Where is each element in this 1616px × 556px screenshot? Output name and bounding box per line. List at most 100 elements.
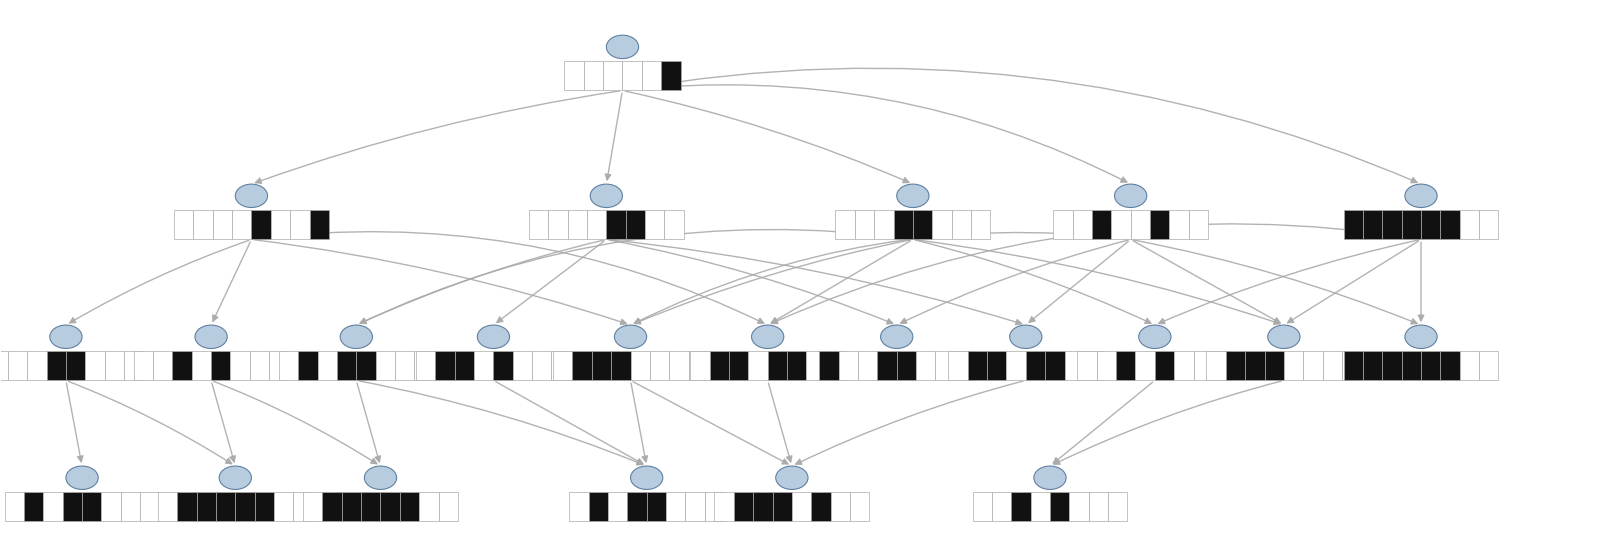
Ellipse shape: [1404, 325, 1437, 349]
Bar: [787, 351, 806, 380]
Bar: [1007, 351, 1026, 380]
FancyArrowPatch shape: [769, 383, 792, 462]
FancyArrowPatch shape: [212, 383, 236, 462]
Bar: [1440, 210, 1459, 240]
Bar: [0, 351, 8, 380]
Bar: [1214, 351, 1233, 380]
FancyArrowPatch shape: [916, 240, 1280, 325]
Bar: [753, 492, 772, 522]
Bar: [650, 351, 669, 380]
Bar: [630, 351, 650, 380]
Bar: [1382, 351, 1401, 380]
FancyArrowPatch shape: [1288, 241, 1419, 323]
Bar: [955, 351, 974, 380]
Ellipse shape: [1010, 325, 1042, 349]
Ellipse shape: [1404, 184, 1437, 207]
Bar: [661, 61, 680, 91]
FancyArrowPatch shape: [254, 232, 764, 323]
Bar: [414, 351, 433, 380]
Bar: [1175, 351, 1194, 380]
Ellipse shape: [1115, 184, 1147, 207]
FancyArrowPatch shape: [68, 381, 231, 464]
Bar: [252, 210, 271, 240]
Bar: [971, 210, 991, 240]
Bar: [553, 351, 572, 380]
Bar: [271, 210, 291, 240]
Bar: [1420, 210, 1440, 240]
Bar: [987, 351, 1007, 380]
Bar: [294, 492, 314, 522]
Bar: [949, 351, 968, 380]
Bar: [1026, 351, 1046, 380]
Bar: [1362, 210, 1382, 240]
Bar: [858, 351, 877, 380]
Bar: [212, 351, 231, 380]
Bar: [24, 492, 44, 522]
FancyArrowPatch shape: [633, 382, 789, 464]
Ellipse shape: [66, 466, 99, 489]
Bar: [1194, 351, 1214, 380]
Bar: [299, 351, 318, 380]
FancyArrowPatch shape: [916, 240, 1151, 324]
Ellipse shape: [630, 466, 663, 489]
Bar: [1382, 210, 1401, 240]
Bar: [729, 351, 748, 380]
Bar: [1117, 351, 1136, 380]
Bar: [645, 210, 664, 240]
Bar: [877, 351, 897, 380]
Bar: [603, 61, 622, 91]
Bar: [121, 492, 141, 522]
Bar: [1136, 351, 1155, 380]
Bar: [1283, 351, 1302, 380]
Bar: [916, 351, 936, 380]
Bar: [1131, 210, 1151, 240]
Bar: [992, 492, 1012, 522]
FancyArrowPatch shape: [1133, 240, 1417, 324]
FancyArrowPatch shape: [635, 240, 910, 324]
Bar: [528, 210, 548, 240]
Bar: [394, 351, 414, 380]
Bar: [47, 351, 66, 380]
Bar: [194, 210, 213, 240]
Bar: [280, 351, 299, 380]
FancyArrowPatch shape: [625, 85, 1126, 182]
Ellipse shape: [196, 325, 228, 349]
Bar: [850, 492, 869, 522]
Bar: [270, 351, 289, 380]
Bar: [688, 351, 708, 380]
Bar: [564, 61, 583, 91]
Bar: [894, 210, 913, 240]
FancyArrowPatch shape: [359, 381, 643, 465]
Bar: [493, 351, 512, 380]
Bar: [1170, 210, 1189, 240]
Bar: [1065, 351, 1084, 380]
Bar: [175, 210, 194, 240]
Bar: [102, 492, 121, 522]
Bar: [44, 492, 63, 522]
Bar: [936, 351, 955, 380]
Bar: [341, 492, 360, 522]
Ellipse shape: [881, 325, 913, 349]
FancyArrowPatch shape: [213, 381, 377, 464]
Bar: [1401, 210, 1420, 240]
Bar: [275, 492, 294, 522]
Ellipse shape: [220, 466, 252, 489]
Bar: [236, 492, 255, 522]
Bar: [86, 351, 105, 380]
Bar: [304, 492, 323, 522]
Ellipse shape: [1034, 466, 1067, 489]
Bar: [1420, 351, 1440, 380]
Bar: [63, 492, 82, 522]
Bar: [419, 492, 438, 522]
Bar: [217, 492, 236, 522]
Bar: [310, 210, 330, 240]
Bar: [154, 351, 173, 380]
FancyArrowPatch shape: [255, 91, 619, 183]
Bar: [1084, 351, 1104, 380]
FancyArrowPatch shape: [66, 383, 82, 462]
Bar: [874, 210, 894, 240]
FancyArrowPatch shape: [1133, 241, 1280, 323]
FancyArrowPatch shape: [213, 242, 250, 321]
Bar: [454, 351, 473, 380]
Bar: [1207, 351, 1227, 380]
